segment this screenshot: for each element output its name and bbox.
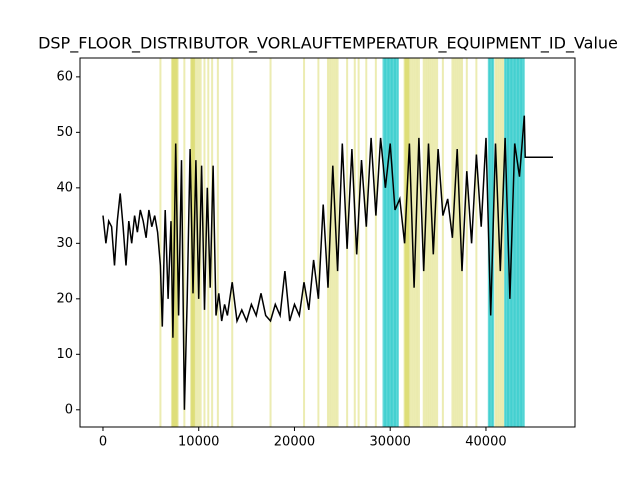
- x-tick-label: 40000: [465, 435, 506, 450]
- y-tick-label: 40: [56, 180, 73, 195]
- y-tick-label: 30: [56, 236, 73, 251]
- chart-title: DSP_FLOOR_DISTRIBUTOR_VORLAUFTEMPERATUR_…: [38, 34, 618, 54]
- x-tick-label: 0: [99, 435, 107, 450]
- plot-area: [102, 58, 553, 427]
- data-line: [102, 115, 553, 410]
- x-tick-label: 20000: [274, 435, 315, 450]
- x-tick-label: 30000: [370, 435, 411, 450]
- y-tick-label: 50: [56, 125, 73, 140]
- x-tick-label: 10000: [178, 435, 219, 450]
- y-tick-label: 20: [56, 291, 73, 306]
- y-tick-label: 10: [56, 347, 73, 362]
- y-tick-label: 0: [65, 402, 73, 417]
- axes-frame: [79, 57, 576, 428]
- y-tick-label: 60: [56, 69, 73, 84]
